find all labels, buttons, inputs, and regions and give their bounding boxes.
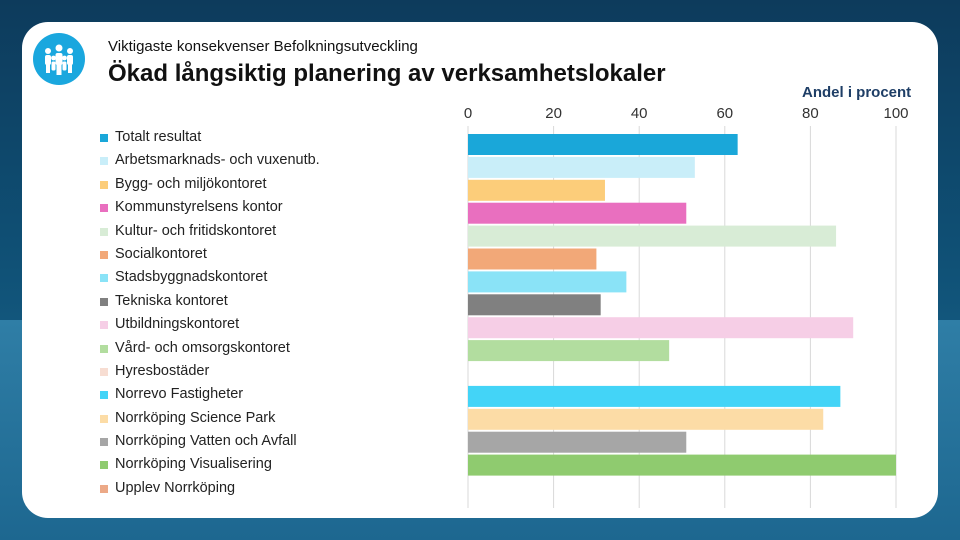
slide-title: Ökad långsiktig planering av verksamhets… [108, 60, 666, 87]
legend-swatch [100, 204, 108, 213]
legend-swatch [100, 484, 108, 493]
chart-legend: Totalt resultat Arbetsmarknads- och vuxen… [100, 126, 320, 500]
legend-label: Kommunstyrelsens kontor [115, 199, 283, 216]
slide-card: Viktigaste konsekvenser Befolkningsutvec… [22, 22, 938, 518]
bar [468, 294, 601, 316]
legend-swatch [100, 414, 108, 423]
legend-label: Tekniska kontoret [115, 292, 228, 309]
legend-item: Utbildningskontoret [100, 313, 320, 336]
legend-swatch [100, 367, 108, 376]
bar [468, 179, 605, 201]
legend-item: Kultur- och fritidskontoret [100, 220, 320, 243]
legend-swatch [100, 180, 108, 189]
legend-label: Socialkontoret [115, 245, 207, 262]
legend-swatch [100, 344, 108, 353]
legend-item: Hyresbostäder [100, 360, 320, 383]
legend-swatch [100, 157, 108, 166]
bar [468, 202, 687, 224]
legend-label: Totalt resultat [115, 129, 202, 145]
legend-label: Stadsbyggnadskontoret [115, 269, 268, 286]
legend-swatch [100, 461, 108, 470]
legend-label: Kultur- och fritidskontoret [115, 222, 277, 239]
tick-label: 100 [883, 105, 908, 122]
legend-label: Norrevo Fastigheter [115, 386, 244, 403]
bar [468, 431, 687, 453]
bar [468, 156, 695, 178]
legend-label: Bygg- och miljökontoret [115, 175, 267, 192]
legend-item: Bygg- och miljökontoret [100, 173, 320, 196]
legend-label: Utbildningskontoret [115, 316, 240, 333]
slide-subtitle: Viktigaste konsekvenser Befolkningsutvec… [108, 38, 418, 55]
axis-label: Andel i procent [802, 84, 912, 101]
legend-swatch [100, 227, 108, 236]
people-group-icon [33, 33, 85, 85]
bar [468, 408, 824, 430]
bar [468, 340, 670, 362]
legend-item: Norrevo Fastigheter [100, 383, 320, 406]
bar [468, 317, 854, 339]
legend-item: Socialkontoret [100, 243, 320, 266]
legend-label: Upplev Norrköping [115, 479, 236, 496]
legend-item: Vård- och omsorgskontoret [100, 337, 320, 360]
legend-label: Arbetsmarknads- och vuxenutb. [115, 152, 320, 169]
legend-item: Stadsbyggnadskontoret [100, 266, 320, 289]
legend-swatch [100, 274, 108, 283]
tick-label: 20 [545, 105, 562, 122]
tick-label: 0 [464, 105, 472, 122]
bar [468, 454, 896, 476]
legend-item: Upplev Norrköping [100, 477, 320, 500]
legend-swatch [100, 250, 108, 259]
legend-item: Tekniska kontoret [100, 290, 320, 313]
legend-swatch [100, 438, 108, 447]
legend-label: Norrköping Visualisering [115, 456, 272, 473]
tick-label: 80 [802, 105, 819, 122]
bar [468, 134, 738, 155]
legend-item: Arbetsmarknads- och vuxenutb. [100, 149, 320, 172]
legend-swatch [100, 321, 108, 330]
bar-chart: 0 20 40 60 80 100 [464, 105, 909, 508]
bar [468, 225, 837, 247]
legend-item: Totalt resultat [100, 126, 320, 149]
legend-label: Vård- och omsorgskontoret [115, 339, 290, 356]
bar [468, 271, 627, 293]
legend-label: Norrköping Vatten och Avfall [115, 433, 297, 450]
tick-label: 60 [716, 105, 733, 122]
tick-label: 40 [631, 105, 648, 122]
legend-label: Norrköping Science Park [115, 409, 276, 426]
bar [468, 248, 597, 270]
legend-item: Norrköping Science Park [100, 407, 320, 430]
bar [468, 385, 841, 407]
legend-label: Hyresbostäder [115, 362, 210, 379]
legend-item: Norrköping Vatten och Avfall [100, 430, 320, 453]
legend-swatch [100, 134, 108, 142]
legend-item: Norrköping Visualisering [100, 453, 320, 476]
legend-swatch [100, 297, 108, 306]
legend-swatch [100, 391, 108, 400]
legend-item: Kommunstyrelsens kontor [100, 196, 320, 219]
